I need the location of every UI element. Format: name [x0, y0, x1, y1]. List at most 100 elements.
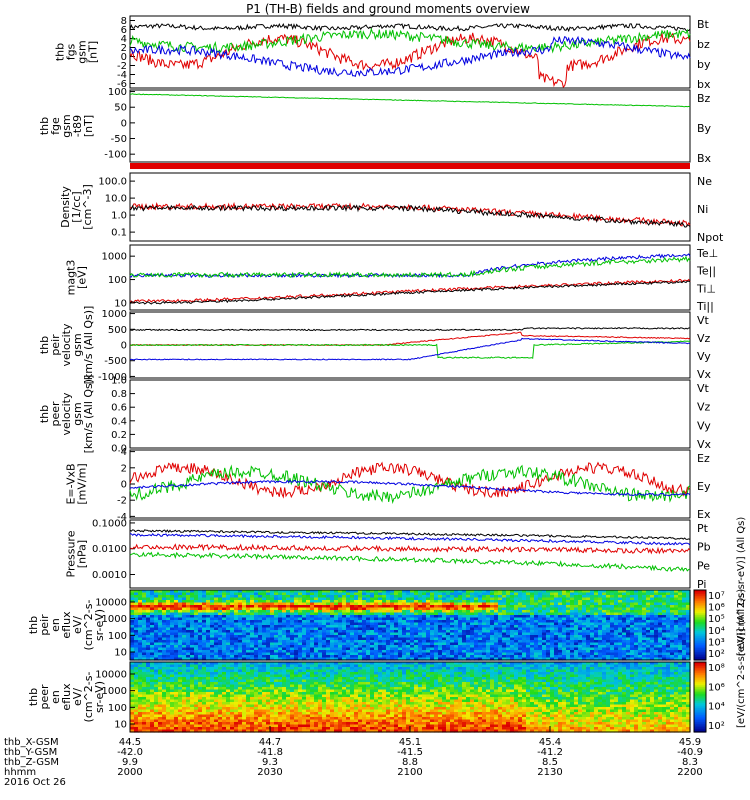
spectrogram-cell: [278, 640, 283, 644]
spectrogram-cell: [550, 667, 555, 671]
spectrogram-cell: [274, 667, 279, 671]
spectrogram-cell: [234, 657, 239, 661]
spectrogram-cell: [230, 642, 235, 646]
spectrogram-cell: [510, 667, 515, 671]
spectrogram-cell: [418, 595, 423, 599]
spectrogram-cell: [646, 620, 651, 624]
spectrogram-cell: [350, 647, 355, 651]
spectrogram-cell: [130, 640, 135, 644]
spectrogram-cell: [606, 664, 611, 668]
spectrogram-cell: [206, 672, 211, 676]
spectrogram-cell: [362, 632, 367, 636]
spectrogram-cell: [618, 595, 623, 599]
spectrogram-cell: [282, 652, 287, 656]
spectrogram-cell: [162, 674, 167, 678]
spectrogram-cell: [138, 645, 143, 649]
spectrogram-cell: [186, 605, 191, 609]
spectrogram-cell: [346, 652, 351, 656]
spectrogram-cell: [642, 635, 647, 639]
spectrogram-cell: [206, 592, 211, 596]
spectrogram-cell: [322, 620, 327, 624]
spectrogram-cell: [374, 645, 379, 649]
spectrogram-cell: [450, 605, 455, 609]
spectrogram-cell: [602, 627, 607, 631]
spectrogram-cell: [222, 590, 227, 594]
spectrogram-cell: [674, 645, 679, 649]
spectrogram-cell: [286, 657, 291, 661]
spectrogram-cell: [350, 635, 355, 639]
spectrogram-cell: [218, 607, 223, 611]
spectrogram-cell: [314, 610, 319, 614]
spectrogram-cell: [190, 592, 195, 596]
spectrogram-cell: [614, 595, 619, 599]
spectrogram-cell: [366, 640, 371, 644]
spectrogram-cell: [446, 640, 451, 644]
spectrogram-cell: [234, 625, 239, 629]
spectrogram-cell: [158, 635, 163, 639]
spectrogram-cell: [206, 645, 211, 649]
spectrogram-cell: [658, 592, 663, 596]
spectrogram-cell: [230, 612, 235, 616]
spectrogram-cell: [262, 669, 267, 673]
spectrogram-cell: [442, 674, 447, 678]
spectrogram-cell: [298, 615, 303, 619]
spectrogram-cell: [234, 642, 239, 646]
spectrogram-cell: [294, 662, 299, 666]
spectrogram-cell: [250, 627, 255, 631]
spectrogram-cell: [146, 627, 151, 631]
y-axis-label: gsm: [76, 40, 89, 63]
spectrogram-cell: [182, 592, 187, 596]
spectrogram-cell: [590, 674, 595, 678]
spectrogram-cell: [394, 627, 399, 631]
spectrogram-cell: [446, 664, 451, 668]
spectrogram-cell: [506, 625, 511, 629]
spectrogram-cell: [614, 664, 619, 668]
spectrogram-cell: [590, 645, 595, 649]
spectrogram-cell: [346, 674, 351, 678]
spectrogram-cell: [330, 640, 335, 644]
spectrogram-cell: [518, 637, 523, 641]
spectrogram-cell: [522, 617, 527, 621]
spectrogram-cell: [526, 645, 531, 649]
spectrogram-cell: [618, 657, 623, 661]
spectrogram-cell: [298, 602, 303, 606]
spectrogram-cell: [314, 667, 319, 671]
spectrogram-cell: [142, 597, 147, 601]
spectrogram-cell: [670, 630, 675, 634]
spectrogram-cell: [450, 617, 455, 621]
spectrogram-cell: [558, 657, 563, 661]
spectrogram-cell: [438, 620, 443, 624]
spectrogram-cell: [186, 657, 191, 661]
spectrogram-cell: [218, 630, 223, 634]
spectrogram-cell: [134, 632, 139, 636]
spectrogram-cell: [174, 602, 179, 606]
spectrogram-cell: [286, 642, 291, 646]
spectrogram-cell: [350, 610, 355, 614]
spectrogram-cell: [246, 637, 251, 641]
spectrogram-cell: [274, 622, 279, 626]
spectrogram-cell: [606, 655, 611, 659]
spectrogram-cell: [266, 615, 271, 619]
spectrogram-cell: [354, 622, 359, 626]
spectrogram-cell: [506, 617, 511, 621]
spectrogram-cell: [146, 602, 151, 606]
spectrogram-cell: [542, 597, 547, 601]
spectrogram-cell: [514, 622, 519, 626]
spectrogram-cell: [598, 622, 603, 626]
spectrogram-cell: [634, 650, 639, 654]
spectrogram-cell: [326, 657, 331, 661]
spectrogram-cell: [462, 605, 467, 609]
spectrogram-cell: [454, 669, 459, 673]
spectrogram-cell: [562, 650, 567, 654]
spectrogram-cell: [258, 627, 263, 631]
spectrogram-cell: [210, 647, 215, 651]
spectrogram-cell: [390, 607, 395, 611]
spectrogram-cell: [222, 612, 227, 616]
spectrogram-cell: [458, 625, 463, 629]
spectrogram-cell: [262, 590, 267, 594]
spectrogram-cell: [178, 617, 183, 621]
spectrogram-cell: [550, 612, 555, 616]
spectrogram-cell: [306, 610, 311, 614]
spectrogram-cell: [362, 647, 367, 651]
spectrogram-cell: [422, 595, 427, 599]
